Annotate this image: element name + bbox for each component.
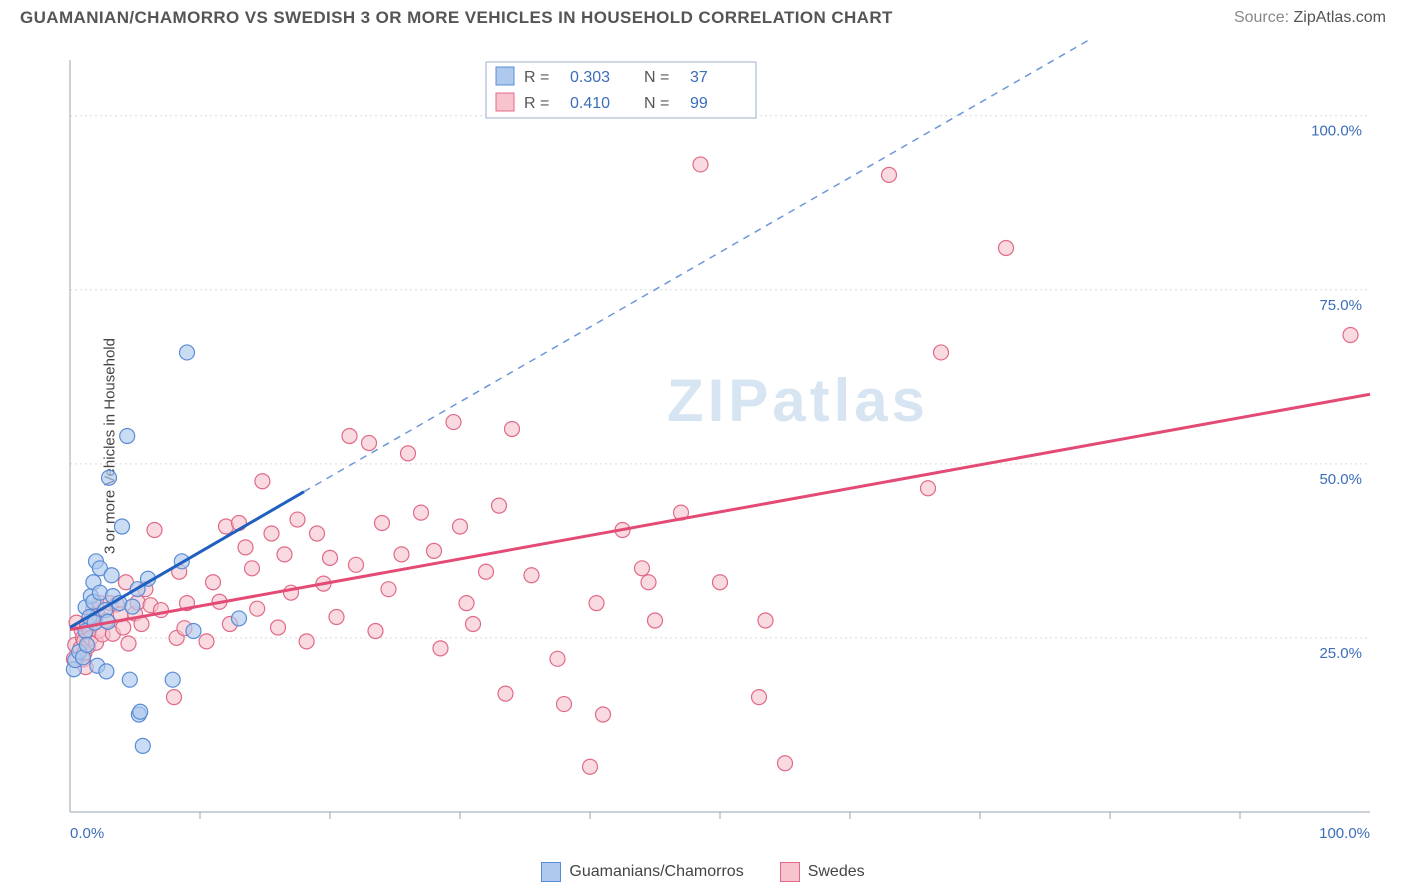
svg-text:25.0%: 25.0% <box>1319 645 1362 662</box>
legend-item-blue: Guamanians/Chamorros <box>541 862 743 882</box>
legend-swatch-blue <box>541 862 561 882</box>
source-label: Source: <box>1234 9 1294 26</box>
legend-label-blue: Guamanians/Chamorros <box>569 863 743 881</box>
legend-bottom: Guamanians/Chamorros Swedes <box>0 862 1406 882</box>
legend-item-pink: Swedes <box>780 862 865 882</box>
svg-text:0.303: 0.303 <box>570 69 610 86</box>
correlation-scatter-chart: 25.0% 50.0% 75.0% 100.0% ZIPatlas 0.0% 100.0% R… <box>46 40 1386 842</box>
svg-text:100.0%: 100.0% <box>1319 825 1370 842</box>
svg-text:R =: R = <box>524 95 549 112</box>
svg-text:50.0%: 50.0% <box>1319 471 1362 488</box>
svg-text:0.410: 0.410 <box>570 95 610 112</box>
legend-swatch-pink <box>780 862 800 882</box>
svg-text:R =: R = <box>524 69 549 86</box>
source-name: ZipAtlas.com <box>1294 9 1386 26</box>
svg-text:75.0%: 75.0% <box>1319 297 1362 314</box>
svg-text:37: 37 <box>690 69 708 86</box>
source-attribution: Source: ZipAtlas.com <box>1234 9 1386 27</box>
svg-text:N =: N = <box>644 95 669 112</box>
chart-title: GUAMANIAN/CHAMORRO VS SWEDISH 3 OR MORE … <box>20 8 893 28</box>
legend-label-pink: Swedes <box>808 863 865 881</box>
svg-text:99: 99 <box>690 95 708 112</box>
svg-text:ZIPatlas: ZIPatlas <box>667 367 929 434</box>
svg-text:100.0%: 100.0% <box>1311 123 1362 140</box>
svg-text:0.0%: 0.0% <box>70 825 104 842</box>
svg-text:N =: N = <box>644 69 669 86</box>
